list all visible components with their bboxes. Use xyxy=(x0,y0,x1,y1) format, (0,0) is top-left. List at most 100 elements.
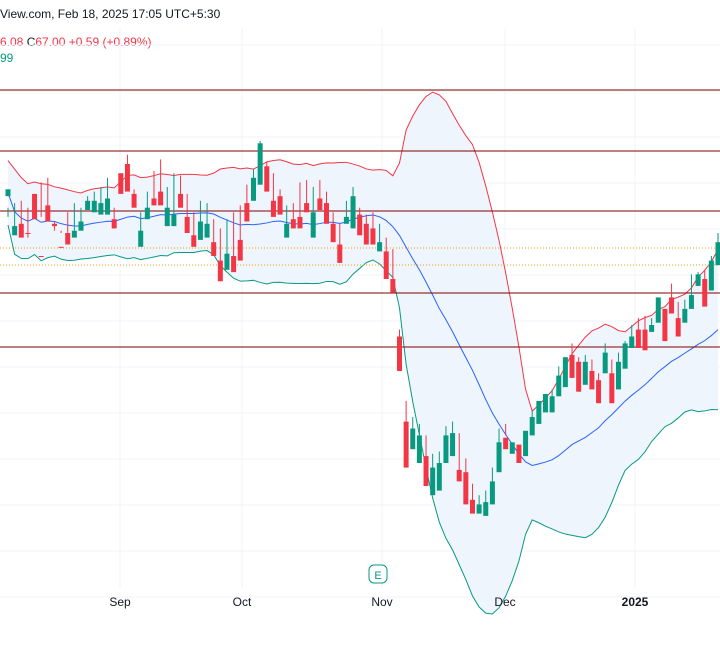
candle-body xyxy=(436,463,442,491)
candle-body xyxy=(131,193,137,208)
candle-body xyxy=(343,216,349,224)
candle-body xyxy=(396,336,402,371)
candle-body xyxy=(191,235,197,247)
candle-body xyxy=(542,394,548,413)
candle-body xyxy=(317,198,323,210)
candle-body xyxy=(78,221,84,231)
candle-body xyxy=(523,430,529,457)
bollinger-basis-line xyxy=(7,192,719,467)
candle-body xyxy=(469,499,475,514)
candle-body xyxy=(549,396,555,413)
candle-body xyxy=(224,253,230,270)
candle-body xyxy=(244,203,250,222)
close-label: C xyxy=(26,35,36,49)
candle-body xyxy=(304,203,310,213)
candle-body xyxy=(65,233,71,245)
x-axis-label: Nov xyxy=(371,595,392,609)
candle-body xyxy=(596,380,602,404)
candle-body xyxy=(158,191,164,206)
x-axis-label: Sep xyxy=(109,595,131,609)
candle-body xyxy=(569,354,575,378)
candle-body xyxy=(217,260,223,282)
candle-body xyxy=(370,228,376,245)
candle-body xyxy=(695,274,701,286)
candle-body xyxy=(562,357,568,388)
candle-body xyxy=(197,221,203,240)
bollinger-band-fill xyxy=(8,92,718,614)
candle-body xyxy=(655,297,661,323)
candle-body xyxy=(290,219,296,229)
candle-body xyxy=(237,239,243,261)
candle-body xyxy=(337,244,343,263)
candle-body xyxy=(18,223,24,238)
candle-body xyxy=(629,336,635,348)
candle-body xyxy=(582,361,588,385)
earnings-badge-icon xyxy=(368,564,388,584)
candle-body xyxy=(715,242,720,266)
candle-body xyxy=(377,242,383,252)
candle-body xyxy=(483,502,489,516)
candle-body xyxy=(124,164,130,192)
candle-body xyxy=(383,251,389,279)
candle-body xyxy=(476,504,482,514)
candle-body xyxy=(5,189,11,197)
candle-body xyxy=(257,143,263,185)
candle-body xyxy=(509,442,515,454)
candle-body xyxy=(589,371,595,390)
candle-body xyxy=(284,223,290,238)
source-text: View.com, Feb 18, 2025 17:05 UTC+5:30 xyxy=(0,7,221,21)
candle-body xyxy=(463,472,469,505)
chart-source-header: View.com, Feb 18, 2025 17:05 UTC+5:30 xyxy=(0,7,220,21)
candle-body xyxy=(251,177,257,201)
candle-body xyxy=(264,166,270,192)
candle-body xyxy=(363,223,369,245)
candle-body xyxy=(105,198,111,215)
candle-body xyxy=(45,205,51,222)
candle-body xyxy=(32,193,38,220)
candle-body xyxy=(178,193,184,208)
candle-body xyxy=(144,207,150,220)
candle-body xyxy=(416,435,422,463)
candle-body xyxy=(649,325,655,332)
candle-body xyxy=(430,467,436,496)
indicator-value: 99 xyxy=(0,51,14,65)
candle-body xyxy=(111,219,117,229)
candle-body xyxy=(324,203,330,224)
candle-body xyxy=(496,442,502,473)
candle-body xyxy=(118,173,124,194)
x-axis-label: Oct xyxy=(233,595,252,609)
candle-body xyxy=(516,444,522,463)
candle-body xyxy=(51,223,57,227)
candle-body xyxy=(503,437,509,450)
candle-body xyxy=(171,214,177,227)
candle-body xyxy=(615,361,621,390)
candle-body xyxy=(138,230,144,247)
candle-body xyxy=(211,242,217,256)
candle-body xyxy=(357,214,363,236)
candle-body xyxy=(164,207,170,227)
candle-body xyxy=(702,279,708,307)
candle-body xyxy=(231,256,237,273)
x-axis-label: Dec xyxy=(494,595,515,609)
candle-body xyxy=(635,329,641,348)
candle-body xyxy=(675,318,681,337)
candle-body xyxy=(489,481,495,505)
candle-body xyxy=(423,456,429,486)
candle-body xyxy=(456,469,462,482)
candle-body xyxy=(410,428,416,450)
candle-body xyxy=(71,230,77,238)
candle-body xyxy=(390,279,396,293)
candle-body xyxy=(609,373,615,404)
earnings-badge-label: E xyxy=(374,570,381,582)
candle-body xyxy=(85,200,91,210)
candle-body xyxy=(350,196,356,229)
candle-body xyxy=(450,433,456,457)
candle-body xyxy=(270,200,276,217)
candle-body xyxy=(576,361,582,392)
candle-body xyxy=(91,200,97,213)
candle-body xyxy=(58,246,64,248)
candle-body xyxy=(602,352,608,374)
candle-body xyxy=(297,216,303,229)
candle-body xyxy=(443,435,449,463)
